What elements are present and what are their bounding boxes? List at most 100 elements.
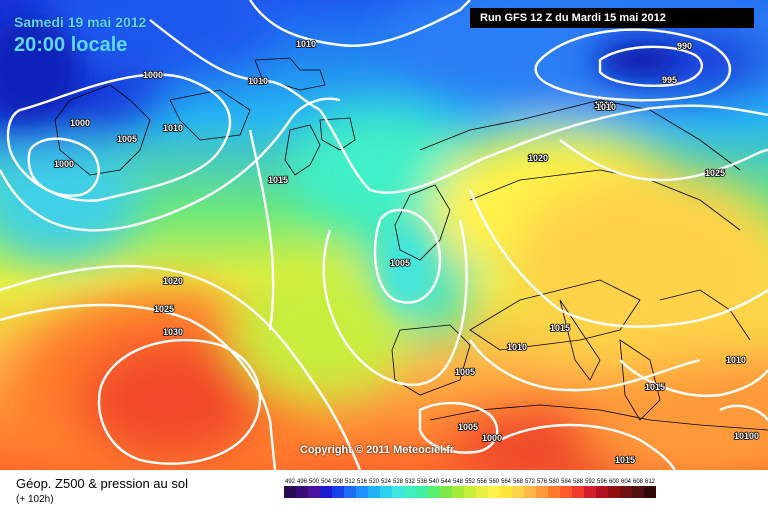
- scale-color: [404, 486, 416, 498]
- scale-swatch: 596: [596, 478, 608, 504]
- pressure-label: 10100: [734, 431, 759, 441]
- pressure-label: 1005: [458, 422, 478, 432]
- scale-color: [392, 486, 404, 498]
- scale-color: [284, 486, 296, 498]
- scale-swatch: 608: [632, 478, 644, 504]
- lead-time: (+ 102h): [16, 494, 54, 505]
- pressure-label: 1010: [163, 123, 183, 133]
- isobar-labels: 1010 1010 1000 1010 1000 1005 1000 1010 …: [53, 38, 760, 466]
- pressure-label: 1010: [594, 100, 614, 110]
- scale-value: 580: [548, 479, 559, 485]
- scale-value: 552: [464, 479, 475, 485]
- pressure-label: 1015: [268, 175, 288, 185]
- pressure-label: 1005: [455, 367, 475, 377]
- copyright-text: Copyright © 2011 Meteociel.fr: [300, 444, 455, 456]
- scale-color: [512, 486, 524, 498]
- scale-value: 512: [344, 479, 355, 485]
- scale-color: [488, 486, 500, 498]
- scale-color: [356, 486, 368, 498]
- scale-value: 556: [476, 479, 487, 485]
- scale-value: 500: [308, 479, 319, 485]
- scale-value: 540: [428, 479, 439, 485]
- scale-value: 496: [296, 479, 307, 485]
- pressure-label: 1010: [296, 39, 316, 49]
- scale-color: [620, 486, 632, 498]
- pressure-label: 1010: [248, 76, 268, 86]
- forecast-time: 20:00 locale: [14, 34, 128, 56]
- pressure-label: 1000: [70, 118, 90, 128]
- scale-color: [524, 486, 536, 498]
- scale-swatch: 564: [500, 478, 512, 504]
- scale-value: 608: [632, 479, 643, 485]
- scale-swatch: 568: [512, 478, 524, 504]
- pressure-label: 990: [677, 41, 692, 51]
- scale-color: [548, 486, 560, 498]
- scale-color: [440, 486, 452, 498]
- scale-color: [500, 486, 512, 498]
- scale-swatch: 520: [368, 478, 380, 504]
- run-banner: Run GFS 12 Z du Mardi 15 mai 2012: [470, 8, 754, 28]
- pressure-label: 1010: [596, 102, 616, 112]
- legend-footer: Géop. Z500 & pression au sol (+ 102h) 49…: [0, 470, 768, 512]
- scale-swatch: 572: [524, 478, 536, 504]
- pressure-label: 1000: [143, 70, 163, 80]
- scale-color: [296, 486, 308, 498]
- scale-swatch: 524: [380, 478, 392, 504]
- scale-value: 604: [620, 479, 631, 485]
- scale-value: 508: [332, 479, 343, 485]
- scale-value: 600: [608, 479, 619, 485]
- pressure-label: 1015: [615, 455, 635, 465]
- scale-color: [596, 486, 608, 498]
- pressure-label: 1010: [726, 355, 746, 365]
- scale-value: 588: [572, 479, 583, 485]
- pressure-label: 1020: [528, 153, 548, 163]
- scale-swatch: 612: [644, 478, 656, 504]
- scale-swatch: 544: [440, 478, 452, 504]
- weather-map: 1010 1010 1000 1010 1000 1005 1000 1010 …: [0, 0, 768, 470]
- scale-value: 524: [380, 479, 391, 485]
- scale-swatch: 592: [584, 478, 596, 504]
- pressure-label: 1000: [482, 433, 502, 443]
- scale-value: 492: [284, 479, 295, 485]
- scale-color: [344, 486, 356, 498]
- scale-value: 584: [560, 479, 571, 485]
- scale-color: [308, 486, 320, 498]
- scale-value: 564: [500, 479, 511, 485]
- scale-value: 516: [356, 479, 367, 485]
- pressure-label: 1005: [390, 258, 410, 268]
- pressure-label: 1005: [117, 134, 137, 144]
- scale-swatch: 580: [548, 478, 560, 504]
- scale-color: [476, 486, 488, 498]
- scale-swatch: 492: [284, 478, 296, 504]
- pressure-label: 1015: [645, 382, 665, 392]
- scale-swatch: 516: [356, 478, 368, 504]
- scale-swatch: 504: [320, 478, 332, 504]
- scale-value: 568: [512, 479, 523, 485]
- scale-value: 592: [584, 479, 595, 485]
- scale-value: 528: [392, 479, 403, 485]
- pressure-label: 1015: [550, 323, 570, 333]
- map-title: Géop. Z500 & pression au sol: [16, 476, 188, 491]
- scale-value: 536: [416, 479, 427, 485]
- pressure-label: 1030: [163, 327, 183, 337]
- scale-color: [368, 486, 380, 498]
- scale-swatch: 584: [560, 478, 572, 504]
- scale-value: 576: [536, 479, 547, 485]
- scale-color: [608, 486, 620, 498]
- scale-value: 596: [596, 479, 607, 485]
- scale-swatch: 556: [476, 478, 488, 504]
- scale-color: [560, 486, 572, 498]
- scale-value: 612: [644, 479, 655, 485]
- scale-color: [632, 486, 644, 498]
- isobars: [0, 0, 768, 470]
- scale-swatch: 604: [620, 478, 632, 504]
- scale-swatch: 512: [344, 478, 356, 504]
- scale-swatch: 560: [488, 478, 500, 504]
- forecast-date: Samedi 19 mai 2012: [14, 14, 147, 30]
- scale-color: [332, 486, 344, 498]
- pressure-label: 995: [662, 75, 677, 85]
- scale-value: 544: [440, 479, 451, 485]
- scale-swatch: 528: [392, 478, 404, 504]
- scale-swatch: 532: [404, 478, 416, 504]
